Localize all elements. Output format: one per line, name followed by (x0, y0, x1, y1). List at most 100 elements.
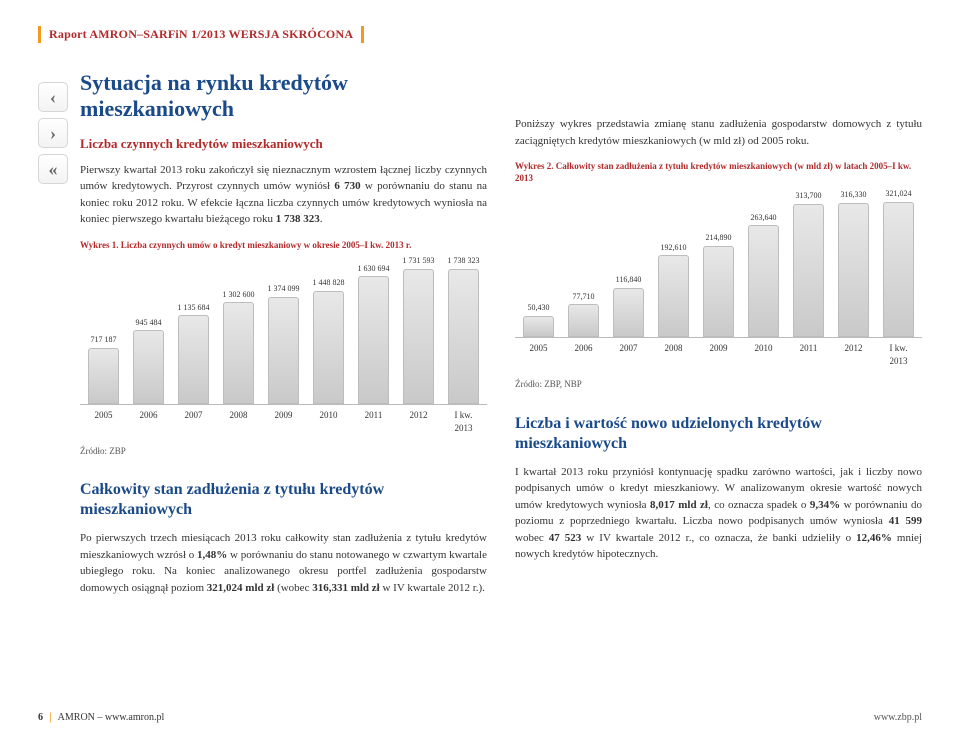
xaxis-label: I kw. 2013 (879, 342, 918, 368)
chart-bar (838, 203, 869, 338)
chart-bar (523, 316, 554, 337)
footer-left: 6 | AMRON – www.amron.pl (38, 711, 164, 726)
bar-wrap: 1 448 828 (309, 255, 348, 404)
bar-wrap: 1 630 694 (354, 255, 393, 404)
right-column: Poniższy wykres przedstawia zmianę stanu… (515, 70, 922, 604)
xaxis-label: 2011 (789, 342, 828, 368)
chart2-bars: 50,430 77,710 116,840 192,610 214,890 263,640… (515, 188, 922, 338)
bar-value-label: 313,700 (796, 190, 822, 202)
bar-wrap: 1 731 593 (399, 255, 438, 404)
xaxis-label: 2005 (519, 342, 558, 368)
chart-bar (793, 204, 824, 338)
bar-wrap: 717 187 (84, 255, 123, 404)
bar-wrap: 116,840 (609, 188, 648, 337)
nav-next-button[interactable]: › (38, 118, 68, 148)
xaxis-label: 2007 (609, 342, 648, 368)
bar-value-label: 192,610 (661, 242, 687, 254)
xaxis-label: 2009 (699, 342, 738, 368)
main-content: Sytuacja na rynku kredytów mieszkaniowyc… (80, 70, 922, 604)
bar-value-label: 263,640 (751, 212, 777, 224)
chart-bar (133, 330, 164, 404)
footer-right-text: www.zbp.pl (874, 711, 922, 726)
chart-bar (748, 225, 779, 337)
bar-wrap: 263,640 (744, 188, 783, 337)
bar-value-label: 1 738 323 (448, 255, 480, 267)
bar-value-label: 1 374 099 (268, 283, 300, 295)
chart-bar (178, 315, 209, 404)
page-nav: ‹ › « (38, 82, 68, 190)
chart-bar (403, 269, 434, 404)
chart-bar (268, 297, 299, 405)
chart-bar (568, 304, 599, 337)
chart-bar (658, 255, 689, 337)
bar-value-label: 1 448 828 (313, 277, 345, 289)
bar-value-label: 945 484 (136, 317, 162, 329)
chart-bar (313, 291, 344, 405)
nav-prev-button[interactable]: ‹ (38, 82, 68, 112)
bar-value-label: 1 135 684 (178, 302, 210, 314)
xaxis-label: 2012 (834, 342, 873, 368)
chart-bar (883, 202, 914, 337)
footer-divider-icon: | (50, 712, 52, 723)
chart-bar (448, 269, 479, 404)
bar-wrap: 1 135 684 (174, 255, 213, 404)
bar-value-label: 1 630 694 (358, 263, 390, 275)
bar-value-label: 1 731 593 (403, 255, 435, 267)
xaxis-label: 2008 (654, 342, 693, 368)
xaxis-label: 2012 (399, 409, 438, 435)
xaxis-label: 2008 (219, 409, 258, 435)
bar-value-label: 77,710 (573, 291, 595, 303)
chart-bar (358, 276, 389, 404)
bar-wrap: 77,710 (564, 188, 603, 337)
chart1-xaxis: 20052006200720082009201020112012I kw. 20… (80, 409, 487, 435)
bar-wrap: 192,610 (654, 188, 693, 337)
bar-value-label: 1 302 600 (223, 289, 255, 301)
page-footer: 6 | AMRON – www.amron.pl www.zbp.pl (38, 711, 922, 726)
xaxis-label: 2009 (264, 409, 303, 435)
subsection-total-debt: Całkowity stan zadłużenia z tytułu kredy… (80, 480, 487, 520)
bar-value-label: 116,840 (616, 274, 642, 286)
paragraph-total-debt: Po pierwszych trzech miesiącach 2013 rok… (80, 530, 487, 596)
bar-value-label: 717 187 (91, 334, 117, 346)
xaxis-label: 2006 (564, 342, 603, 368)
bar-wrap: 1 738 323 (444, 255, 483, 404)
bar-wrap: 945 484 (129, 255, 168, 404)
chart1-caption: Wykres 1. Liczba czynnych umów o kredyt … (80, 240, 487, 252)
bar-wrap: 321,024 (879, 188, 918, 337)
bar-value-label: 321,024 (886, 188, 912, 200)
bar-value-label: 316,330 (841, 189, 867, 201)
chart-bar (223, 302, 254, 404)
page-number: 6 (38, 712, 43, 723)
xaxis-label: 2011 (354, 409, 393, 435)
chart2-caption: Wykres 2. Całkowity stan zadłużenia z ty… (515, 161, 922, 184)
bar-wrap: 1 302 600 (219, 255, 258, 404)
subsection-new-loans: Liczba i wartość nowo udzielonych kredyt… (515, 414, 922, 454)
bar-wrap: 313,700 (789, 188, 828, 337)
xaxis-label: 2007 (174, 409, 213, 435)
footer-left-text: AMRON – www.amron.pl (58, 712, 165, 723)
xaxis-label: 2010 (309, 409, 348, 435)
chart-bar (703, 246, 734, 337)
report-header: Raport AMRON–SARFiN 1/2013 WERSJA SKRÓCO… (38, 26, 364, 43)
paragraph-active-loans: Pierwszy kwartał 2013 roku zakończył się… (80, 162, 487, 228)
chart-bar (88, 348, 119, 404)
paragraph-debt-intro: Poniższy wykres przedstawia zmianę stanu… (515, 116, 922, 149)
chart-bar (613, 288, 644, 338)
xaxis-label: 2010 (744, 342, 783, 368)
chart2-xaxis: 20052006200720082009201020112012I kw. 20… (515, 342, 922, 368)
paragraph-new-loans: I kwartał 2013 roku przyniósł kontynuacj… (515, 464, 922, 563)
bar-wrap: 316,330 (834, 188, 873, 337)
chart2-source: Źródło: ZBP, NBP (515, 378, 922, 391)
bar-value-label: 50,430 (528, 302, 550, 314)
nav-back-button[interactable]: « (38, 154, 68, 184)
chart1-bars: 717 187 945 484 1 135 684 1 302 600 1 374 09… (80, 255, 487, 405)
subsection-active-loans: Liczba czynnych kredytów mieszkaniowych (80, 135, 487, 154)
bar-wrap: 1 374 099 (264, 255, 303, 404)
chart1-source: Źródło: ZBP (80, 445, 487, 458)
left-column: Sytuacja na rynku kredytów mieszkaniowyc… (80, 70, 487, 604)
bar-wrap: 50,430 (519, 188, 558, 337)
xaxis-label: I kw. 2013 (444, 409, 483, 435)
bar-wrap: 214,890 (699, 188, 738, 337)
page-title: Sytuacja na rynku kredytów mieszkaniowyc… (80, 70, 487, 123)
xaxis-label: 2005 (84, 409, 123, 435)
